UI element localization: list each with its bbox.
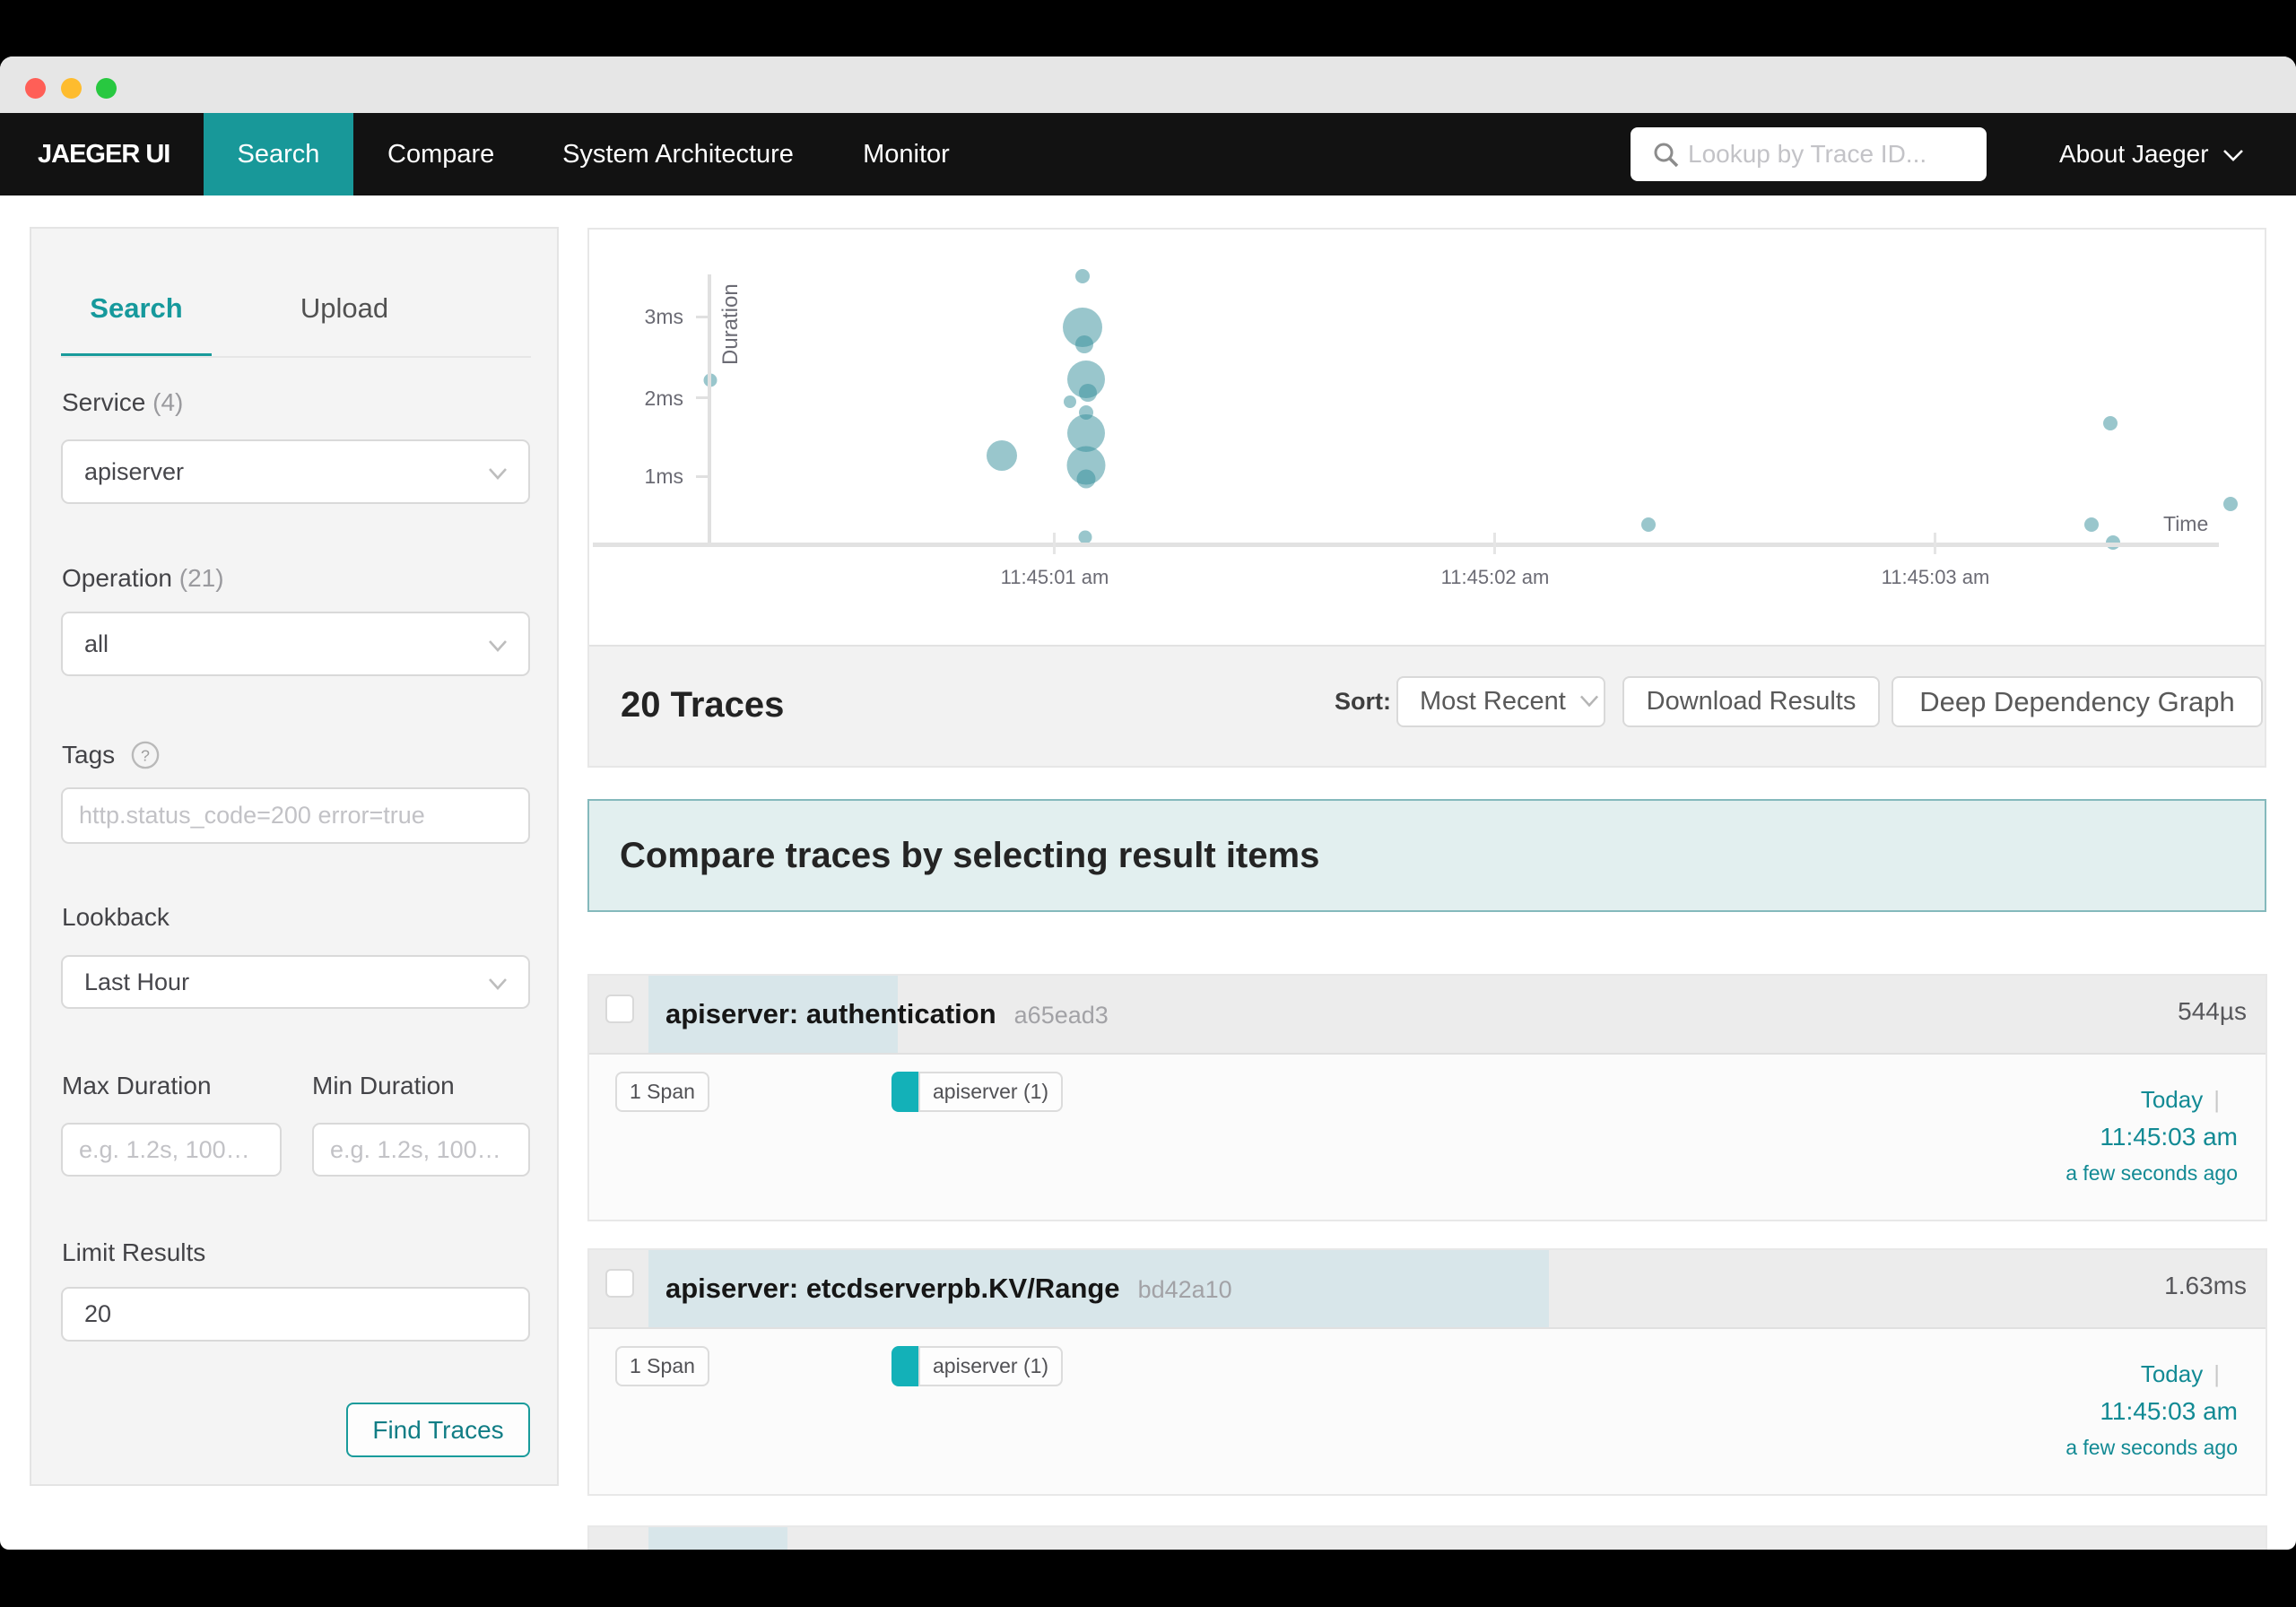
svg-text:?: ? (141, 747, 150, 765)
